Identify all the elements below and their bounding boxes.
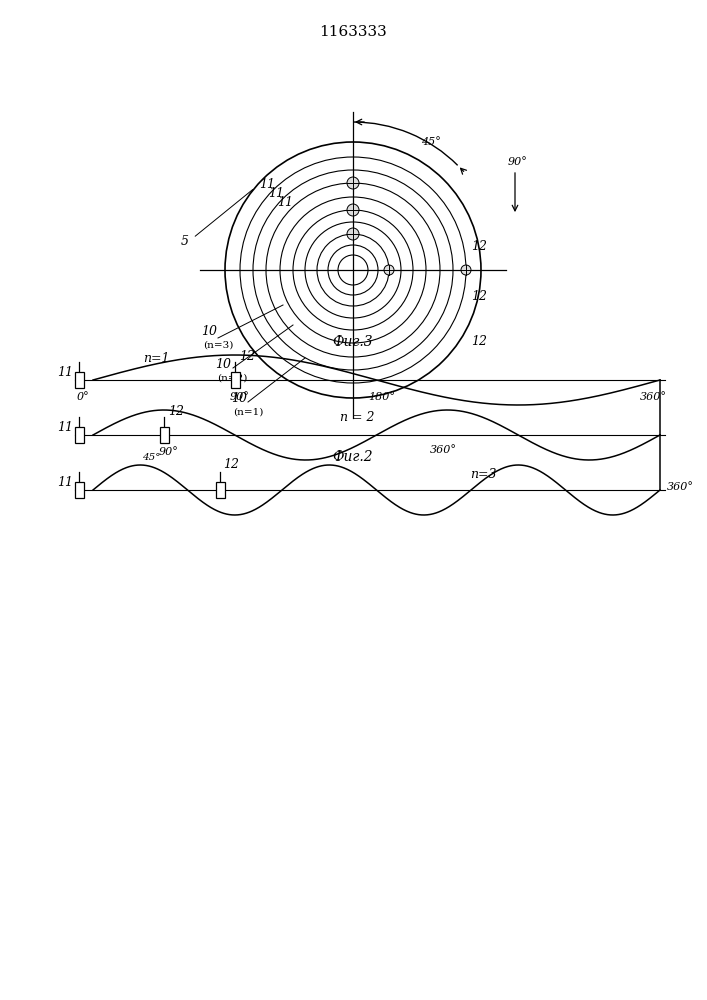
Text: 90°: 90°: [508, 157, 528, 167]
Bar: [160, 427, 169, 443]
Text: 11: 11: [57, 366, 73, 379]
Text: 11: 11: [57, 476, 73, 489]
Text: (n=3): (n=3): [203, 341, 233, 350]
Text: 11: 11: [57, 421, 73, 434]
Text: n=3: n=3: [470, 468, 496, 481]
Text: 45°: 45°: [421, 137, 441, 147]
Bar: [75, 482, 84, 498]
Circle shape: [461, 265, 471, 275]
Circle shape: [347, 177, 359, 189]
Text: 12: 12: [471, 290, 487, 303]
Text: 11: 11: [277, 196, 293, 209]
Text: 11: 11: [268, 187, 284, 200]
Text: 360°: 360°: [430, 445, 457, 455]
Text: 10: 10: [231, 392, 247, 405]
Bar: [75, 372, 84, 388]
Text: Фиг.3: Фиг.3: [333, 335, 373, 349]
Text: 90°: 90°: [159, 447, 179, 457]
Text: 12: 12: [223, 458, 239, 471]
Text: 10: 10: [201, 325, 217, 338]
Text: Фиг.2: Фиг.2: [333, 450, 373, 464]
Text: 360°: 360°: [667, 482, 694, 492]
Circle shape: [384, 265, 394, 275]
Text: 0°: 0°: [77, 392, 90, 402]
Text: 12: 12: [471, 335, 487, 348]
Circle shape: [347, 228, 359, 240]
Text: 11: 11: [259, 178, 275, 191]
Bar: [216, 482, 226, 498]
Bar: [75, 427, 84, 443]
Text: 12: 12: [239, 350, 255, 363]
Text: n = 2: n = 2: [340, 411, 375, 424]
Text: (n=2): (n=2): [217, 374, 247, 383]
Text: 180°: 180°: [368, 392, 395, 402]
Text: 12: 12: [471, 240, 487, 253]
Text: n=1: n=1: [143, 352, 170, 365]
Text: (n=1): (n=1): [233, 408, 264, 417]
Text: 5: 5: [181, 235, 189, 248]
Text: 10: 10: [215, 358, 231, 371]
Text: 1163333: 1163333: [319, 25, 387, 39]
Text: 45°: 45°: [142, 453, 160, 462]
Bar: [230, 372, 240, 388]
Text: 360°: 360°: [640, 392, 667, 402]
Circle shape: [347, 204, 359, 216]
Text: 12: 12: [168, 405, 184, 418]
Text: 90°: 90°: [230, 392, 250, 402]
